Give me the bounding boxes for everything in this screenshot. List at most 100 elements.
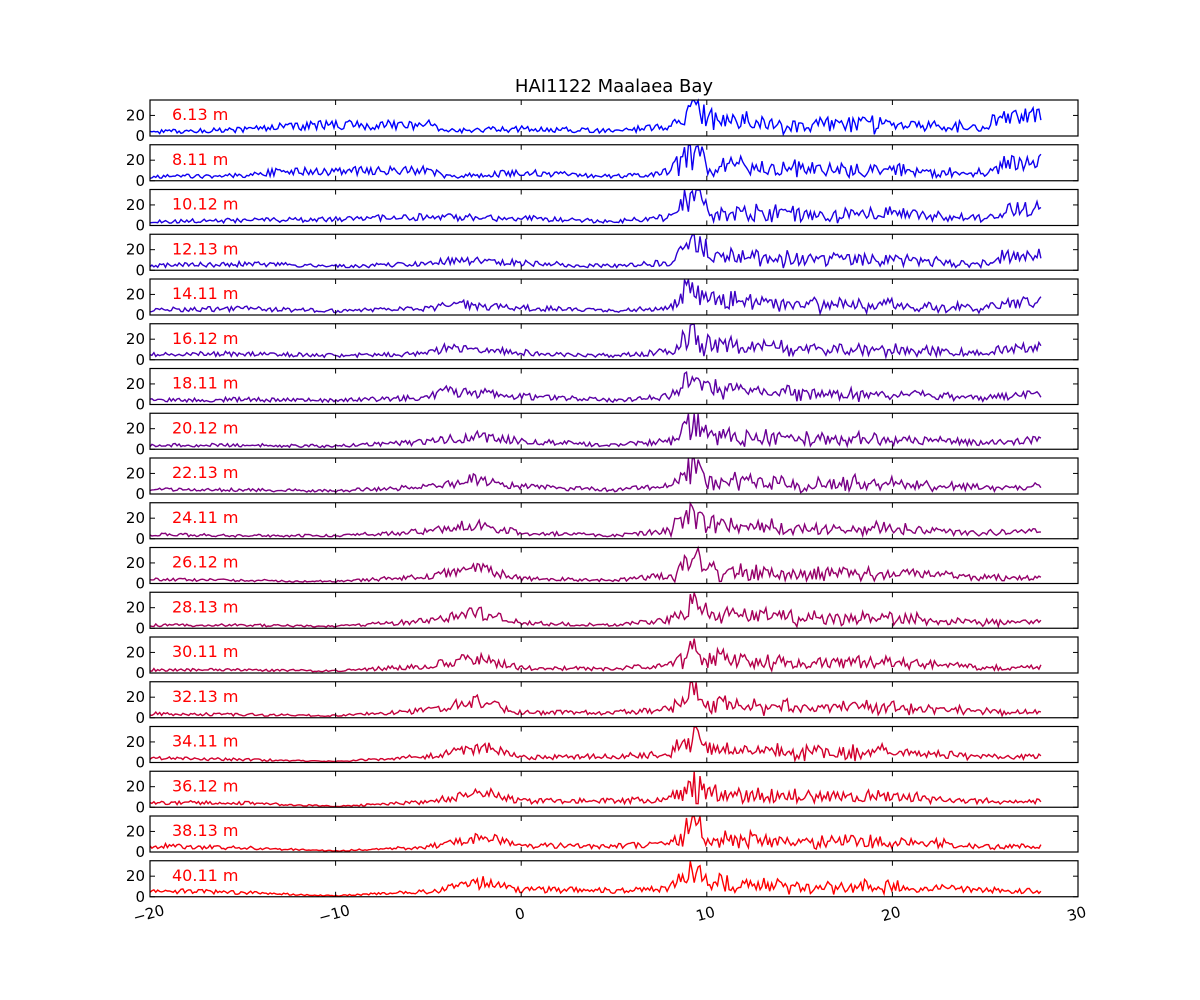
depth-label: 38.13 m <box>172 821 238 840</box>
panel-frame <box>149 99 1079 137</box>
y-tick-label: 20 <box>126 643 145 661</box>
y-tick-label: 0 <box>135 888 145 906</box>
panel: 0 20 30.11 m <box>126 636 1079 682</box>
panel: 0 20 28.13 m <box>126 591 1079 637</box>
series-line <box>149 726 1042 764</box>
y-tick-label: 0 <box>135 217 145 235</box>
depth-label: 32.13 m <box>172 687 238 706</box>
panel-frame <box>149 502 1079 540</box>
series-line <box>149 457 1042 494</box>
depth-label: 36.12 m <box>172 776 238 795</box>
depth-label: 34.11 m <box>172 732 238 751</box>
panel-frame <box>149 323 1079 361</box>
x-tick-label: 10 <box>694 903 717 925</box>
depth-label: 12.13 m <box>172 239 238 258</box>
x-tick-label: 20 <box>880 903 903 925</box>
y-tick-label: 0 <box>135 619 145 637</box>
y-tick-label: 20 <box>126 867 145 885</box>
y-tick-label: 0 <box>135 440 145 458</box>
panel: 0 20 32.13 m <box>126 681 1079 727</box>
panel: 0 20 34.11 m <box>126 725 1079 772</box>
series-line <box>149 189 1042 225</box>
y-tick-label: 0 <box>135 172 145 190</box>
panel: 0 20 14.11 m <box>126 278 1079 324</box>
panel-frame <box>149 412 1079 450</box>
panel: 0 20 12.13 m <box>126 233 1079 279</box>
panel-frame <box>149 233 1079 271</box>
depth-label: 8.11 m <box>172 150 228 169</box>
panel-frame <box>149 546 1079 585</box>
panel-frame <box>149 367 1079 406</box>
y-tick-label: 20 <box>126 375 145 393</box>
y-tick-label: 20 <box>126 196 145 214</box>
x-tick-label: −10 <box>317 901 352 927</box>
panel: 0 20 38.13 m <box>126 815 1079 861</box>
panel-frame <box>149 815 1079 853</box>
series-line <box>149 545 1042 584</box>
x-axis: −20 −10 0 10 20 30 <box>131 901 1088 927</box>
y-tick-label: 20 <box>126 330 145 348</box>
y-tick-label: 20 <box>126 733 145 751</box>
panel: 0 20 26.12 m <box>126 545 1079 593</box>
y-tick-label: 0 <box>135 664 145 682</box>
y-tick-label: 0 <box>135 575 145 593</box>
y-tick-label: 20 <box>126 106 145 124</box>
depth-label: 14.11 m <box>172 284 238 303</box>
panel-frame <box>149 770 1079 808</box>
y-tick-label: 20 <box>126 599 145 617</box>
y-tick-label: 0 <box>135 351 145 369</box>
x-tick-label: 30 <box>1065 903 1088 925</box>
y-tick-label: 20 <box>126 554 145 572</box>
y-tick-label: 20 <box>126 420 145 438</box>
y-tick-label: 20 <box>126 509 145 527</box>
panel: 0 20 18.11 m <box>126 367 1079 414</box>
panel-frame <box>149 457 1079 495</box>
depth-label: 24.11 m <box>172 508 238 527</box>
series-line <box>149 371 1042 404</box>
series-line <box>149 861 1042 897</box>
panel: 0 20 6.13 m <box>126 98 1079 145</box>
depth-label: 30.11 m <box>172 642 238 661</box>
series-line <box>149 815 1042 853</box>
y-tick-label: 0 <box>135 396 145 414</box>
y-tick-label: 20 <box>126 241 145 259</box>
depth-label: 16.12 m <box>172 329 238 348</box>
panel-frame <box>149 278 1079 316</box>
depth-label: 28.13 m <box>172 597 238 616</box>
panel-frame <box>149 725 1079 764</box>
y-tick-label: 0 <box>135 261 145 279</box>
y-tick-label: 0 <box>135 485 145 503</box>
y-tick-label: 20 <box>126 464 145 482</box>
panel-frame <box>149 144 1079 182</box>
panel: 0 20 40.11 m <box>126 860 1079 906</box>
panel: 0 20 20.12 m <box>126 412 1079 458</box>
x-tick-label: 0 <box>513 904 527 924</box>
series-line <box>149 592 1042 629</box>
series-line <box>149 234 1042 270</box>
panel-frame <box>149 188 1079 227</box>
series-line <box>149 771 1042 808</box>
depth-label: 22.13 m <box>172 463 238 482</box>
panel: 0 20 36.12 m <box>126 770 1079 816</box>
y-tick-label: 0 <box>135 530 145 548</box>
series-line <box>149 638 1042 673</box>
series-line <box>149 279 1042 316</box>
chart-title: HAI1122 Maalaea Bay <box>515 76 714 97</box>
panels: 0 20 6.13 m 0 20 8.11 m 0 20 10.12 m 0 20 12.13 m 0 2… <box>126 98 1079 906</box>
series-line <box>149 323 1042 360</box>
y-tick-label: 0 <box>135 843 145 861</box>
panel: 0 20 24.11 m <box>126 501 1079 548</box>
panel-frame <box>149 860 1079 898</box>
depth-label: 6.13 m <box>172 105 228 124</box>
panel-frame <box>149 681 1079 719</box>
depth-label: 18.11 m <box>172 374 238 393</box>
y-tick-label: 20 <box>126 151 145 169</box>
y-tick-label: 20 <box>126 822 145 840</box>
panel: 0 20 22.13 m <box>126 457 1079 503</box>
y-tick-label: 20 <box>126 285 145 303</box>
y-tick-label: 20 <box>126 688 145 706</box>
series-line <box>149 98 1042 137</box>
y-tick-label: 0 <box>135 306 145 324</box>
y-tick-label: 0 <box>135 754 145 772</box>
